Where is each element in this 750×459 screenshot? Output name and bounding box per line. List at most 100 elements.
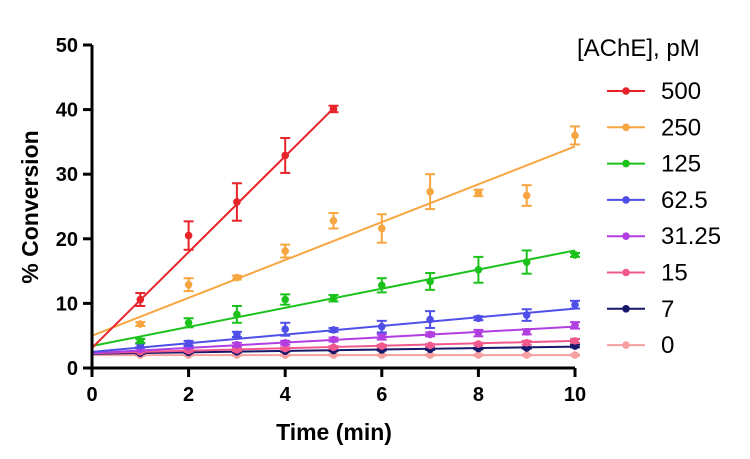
data-point bbox=[522, 191, 531, 200]
series-500 bbox=[91, 104, 339, 349]
data-point bbox=[378, 342, 386, 350]
plot-area bbox=[91, 104, 580, 359]
data-point bbox=[522, 311, 531, 319]
data-point bbox=[233, 198, 241, 206]
data-point bbox=[233, 340, 241, 349]
data-point bbox=[474, 340, 483, 348]
legend: 500 250 125 62.5 31.25 15 7 0 bbox=[607, 78, 721, 359]
legend-marker bbox=[622, 123, 630, 132]
series-62.5 bbox=[91, 299, 580, 353]
axes: 0 2 4 6 8 10 0 10 20 30 40 50 bbox=[56, 35, 586, 406]
legend-label: 62.5 bbox=[661, 187, 708, 214]
legend-item: 7 bbox=[607, 296, 674, 323]
y-tick-label: 0 bbox=[67, 358, 78, 380]
data-point bbox=[522, 258, 531, 266]
data-point bbox=[136, 337, 145, 345]
legend-marker bbox=[622, 87, 630, 95]
data-point bbox=[136, 295, 145, 304]
data-point bbox=[426, 341, 434, 350]
data-point bbox=[522, 351, 531, 359]
legend-item: 62.5 bbox=[607, 187, 708, 214]
legend-item: 31.25 bbox=[607, 223, 721, 250]
data-point bbox=[522, 328, 531, 336]
data-point bbox=[378, 322, 386, 331]
legend-marker bbox=[622, 232, 630, 240]
y-tick-label: 20 bbox=[56, 229, 78, 251]
data-point bbox=[184, 280, 193, 289]
x-tick-label: 10 bbox=[564, 384, 586, 406]
x-tick-label: 4 bbox=[280, 384, 292, 406]
legend-marker bbox=[622, 341, 630, 349]
data-point bbox=[571, 300, 579, 309]
legend-item: 0 bbox=[607, 332, 674, 359]
legend-label: 7 bbox=[661, 296, 674, 323]
data-point bbox=[522, 339, 531, 347]
data-point bbox=[329, 343, 338, 352]
data-point bbox=[136, 320, 145, 328]
y-tick-label: 50 bbox=[56, 35, 78, 57]
legend-item: 15 bbox=[607, 260, 688, 287]
data-point bbox=[474, 314, 483, 323]
data-point bbox=[426, 351, 434, 359]
x-tick-label: 8 bbox=[473, 384, 484, 406]
data-point bbox=[281, 247, 290, 255]
fit-line bbox=[91, 145, 576, 337]
data-point bbox=[329, 326, 338, 334]
y-tick-label: 10 bbox=[56, 293, 78, 315]
data-point bbox=[281, 344, 290, 353]
data-point bbox=[329, 216, 338, 225]
data-point bbox=[184, 339, 193, 348]
data-point bbox=[571, 251, 579, 259]
data-point bbox=[571, 337, 579, 345]
x-tick-label: 2 bbox=[183, 384, 194, 406]
y-tick-label: 30 bbox=[56, 164, 78, 186]
data-point bbox=[233, 330, 241, 339]
y-axis-title: % Conversion bbox=[17, 130, 43, 283]
legend-label: 250 bbox=[661, 114, 701, 141]
series-125 bbox=[91, 249, 580, 348]
data-point bbox=[378, 281, 386, 290]
data-point bbox=[571, 131, 579, 140]
data-point bbox=[571, 351, 579, 359]
series-15 bbox=[91, 337, 580, 356]
x-tick-label: 0 bbox=[86, 384, 97, 406]
y-tick-label: 40 bbox=[56, 100, 78, 122]
legend-marker bbox=[622, 159, 630, 168]
data-point bbox=[184, 231, 193, 240]
data-point bbox=[426, 277, 434, 286]
data-point bbox=[233, 310, 241, 319]
data-point bbox=[378, 224, 386, 233]
data-point bbox=[281, 339, 290, 347]
legend-label: 31.25 bbox=[661, 223, 721, 250]
data-point bbox=[426, 187, 434, 196]
legend-marker bbox=[622, 268, 630, 277]
data-point bbox=[281, 325, 290, 334]
data-point bbox=[474, 266, 483, 274]
x-axis-title: Time (min) bbox=[276, 419, 392, 445]
legend-item: 125 bbox=[607, 151, 701, 178]
legend-marker bbox=[622, 305, 630, 313]
data-point bbox=[474, 329, 483, 337]
data-point bbox=[474, 351, 483, 359]
data-point bbox=[233, 273, 241, 282]
x-tick-label: 6 bbox=[376, 384, 387, 406]
data-point bbox=[474, 189, 483, 197]
legend-marker bbox=[622, 196, 630, 204]
data-point bbox=[281, 151, 290, 160]
data-point bbox=[378, 333, 386, 341]
legend-label: 0 bbox=[661, 332, 674, 359]
data-point bbox=[571, 321, 579, 330]
data-point bbox=[329, 105, 338, 113]
legend-item: 500 bbox=[607, 78, 701, 105]
data-point bbox=[281, 295, 290, 304]
legend-label: 15 bbox=[661, 260, 688, 287]
data-point bbox=[329, 294, 338, 303]
data-point bbox=[184, 318, 193, 327]
fit-line bbox=[91, 107, 335, 349]
legend-label: 500 bbox=[661, 78, 701, 105]
data-point bbox=[426, 315, 434, 324]
legend-title: [AChE], pM bbox=[577, 35, 700, 62]
data-point bbox=[426, 330, 434, 339]
legend-label: 125 bbox=[661, 151, 701, 178]
